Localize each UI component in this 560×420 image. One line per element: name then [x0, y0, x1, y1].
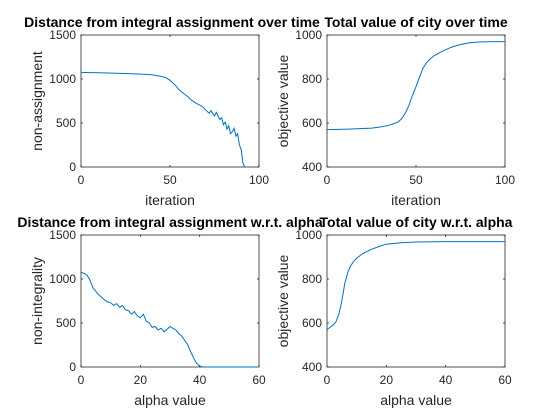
x-tick-label: 100 — [495, 173, 515, 187]
y-tick-label: 500 — [56, 116, 76, 130]
y-tick-label: 0 — [69, 160, 76, 174]
x-tick-label: 0 — [324, 173, 331, 187]
plot-area — [326, 34, 506, 168]
series-line — [326, 41, 505, 131]
y-tick-label: 500 — [56, 316, 76, 330]
y-axis-label: objective value — [275, 54, 291, 147]
y-axis-label: objective value — [275, 254, 291, 347]
x-tick-label: 60 — [498, 373, 512, 387]
y-tick-label: 1000 — [49, 272, 76, 286]
x-tick-label: 50 — [409, 173, 423, 187]
x-tick-label: 100 — [249, 173, 269, 187]
x-tick-label: 60 — [252, 373, 266, 387]
chart-title: Total value of city w.r.t. alpha — [320, 214, 513, 230]
y-tick-label: 0 — [69, 360, 76, 374]
x-tick-label: 0 — [324, 373, 331, 387]
x-tick-label: 0 — [78, 173, 85, 187]
plot-area — [80, 234, 260, 368]
y-tick-label: 1000 — [295, 228, 322, 242]
y-tick-label: 800 — [302, 272, 322, 286]
series-line — [80, 71, 246, 168]
series-line — [80, 271, 259, 368]
y-tick-label: 800 — [302, 72, 322, 86]
y-tick-label: 600 — [302, 116, 322, 130]
x-tick-label: 50 — [163, 173, 177, 187]
y-tick-label: 1500 — [49, 28, 76, 42]
y-tick-label: 1000 — [295, 28, 322, 42]
x-tick-label: 0 — [78, 373, 85, 387]
series-line — [326, 241, 505, 331]
x-tick-label: 20 — [380, 373, 394, 387]
chart-title: Total value of city over time — [324, 14, 508, 30]
y-axis-label: non-assignment — [29, 51, 45, 151]
y-tick-label: 1500 — [49, 228, 76, 242]
subplot-1: 0 50 100050010001500iterationnon-assignmen… — [24, 14, 320, 208]
x-axis-label: alpha value — [380, 392, 452, 408]
x-tick-label: 20 — [134, 373, 148, 387]
chart-title: Distance from integral assignment w.r.t.… — [17, 214, 322, 230]
subplot-4: 0 20 40 60 400 600 800 1000 alpha value objective… — [275, 214, 513, 408]
x-axis-label: alpha value — [134, 392, 206, 408]
subplot-2: 0 50 100 400 600 800 1000 iteration objective va… — [275, 14, 515, 208]
y-tick-label: 400 — [302, 360, 322, 374]
y-tick-label: 400 — [302, 160, 322, 174]
y-tick-label: 1000 — [49, 72, 76, 86]
x-axis-label: iteration — [145, 192, 195, 208]
y-tick-label: 600 — [302, 316, 322, 330]
plot-area — [80, 34, 260, 168]
x-tick-label: 40 — [193, 373, 207, 387]
x-axis-label: iteration — [391, 192, 441, 208]
plot-area — [326, 234, 506, 368]
x-tick-label: 40 — [439, 373, 453, 387]
chart-title: Distance from integral assignment over t… — [24, 14, 320, 30]
y-axis-label: non-integrality — [29, 257, 45, 345]
